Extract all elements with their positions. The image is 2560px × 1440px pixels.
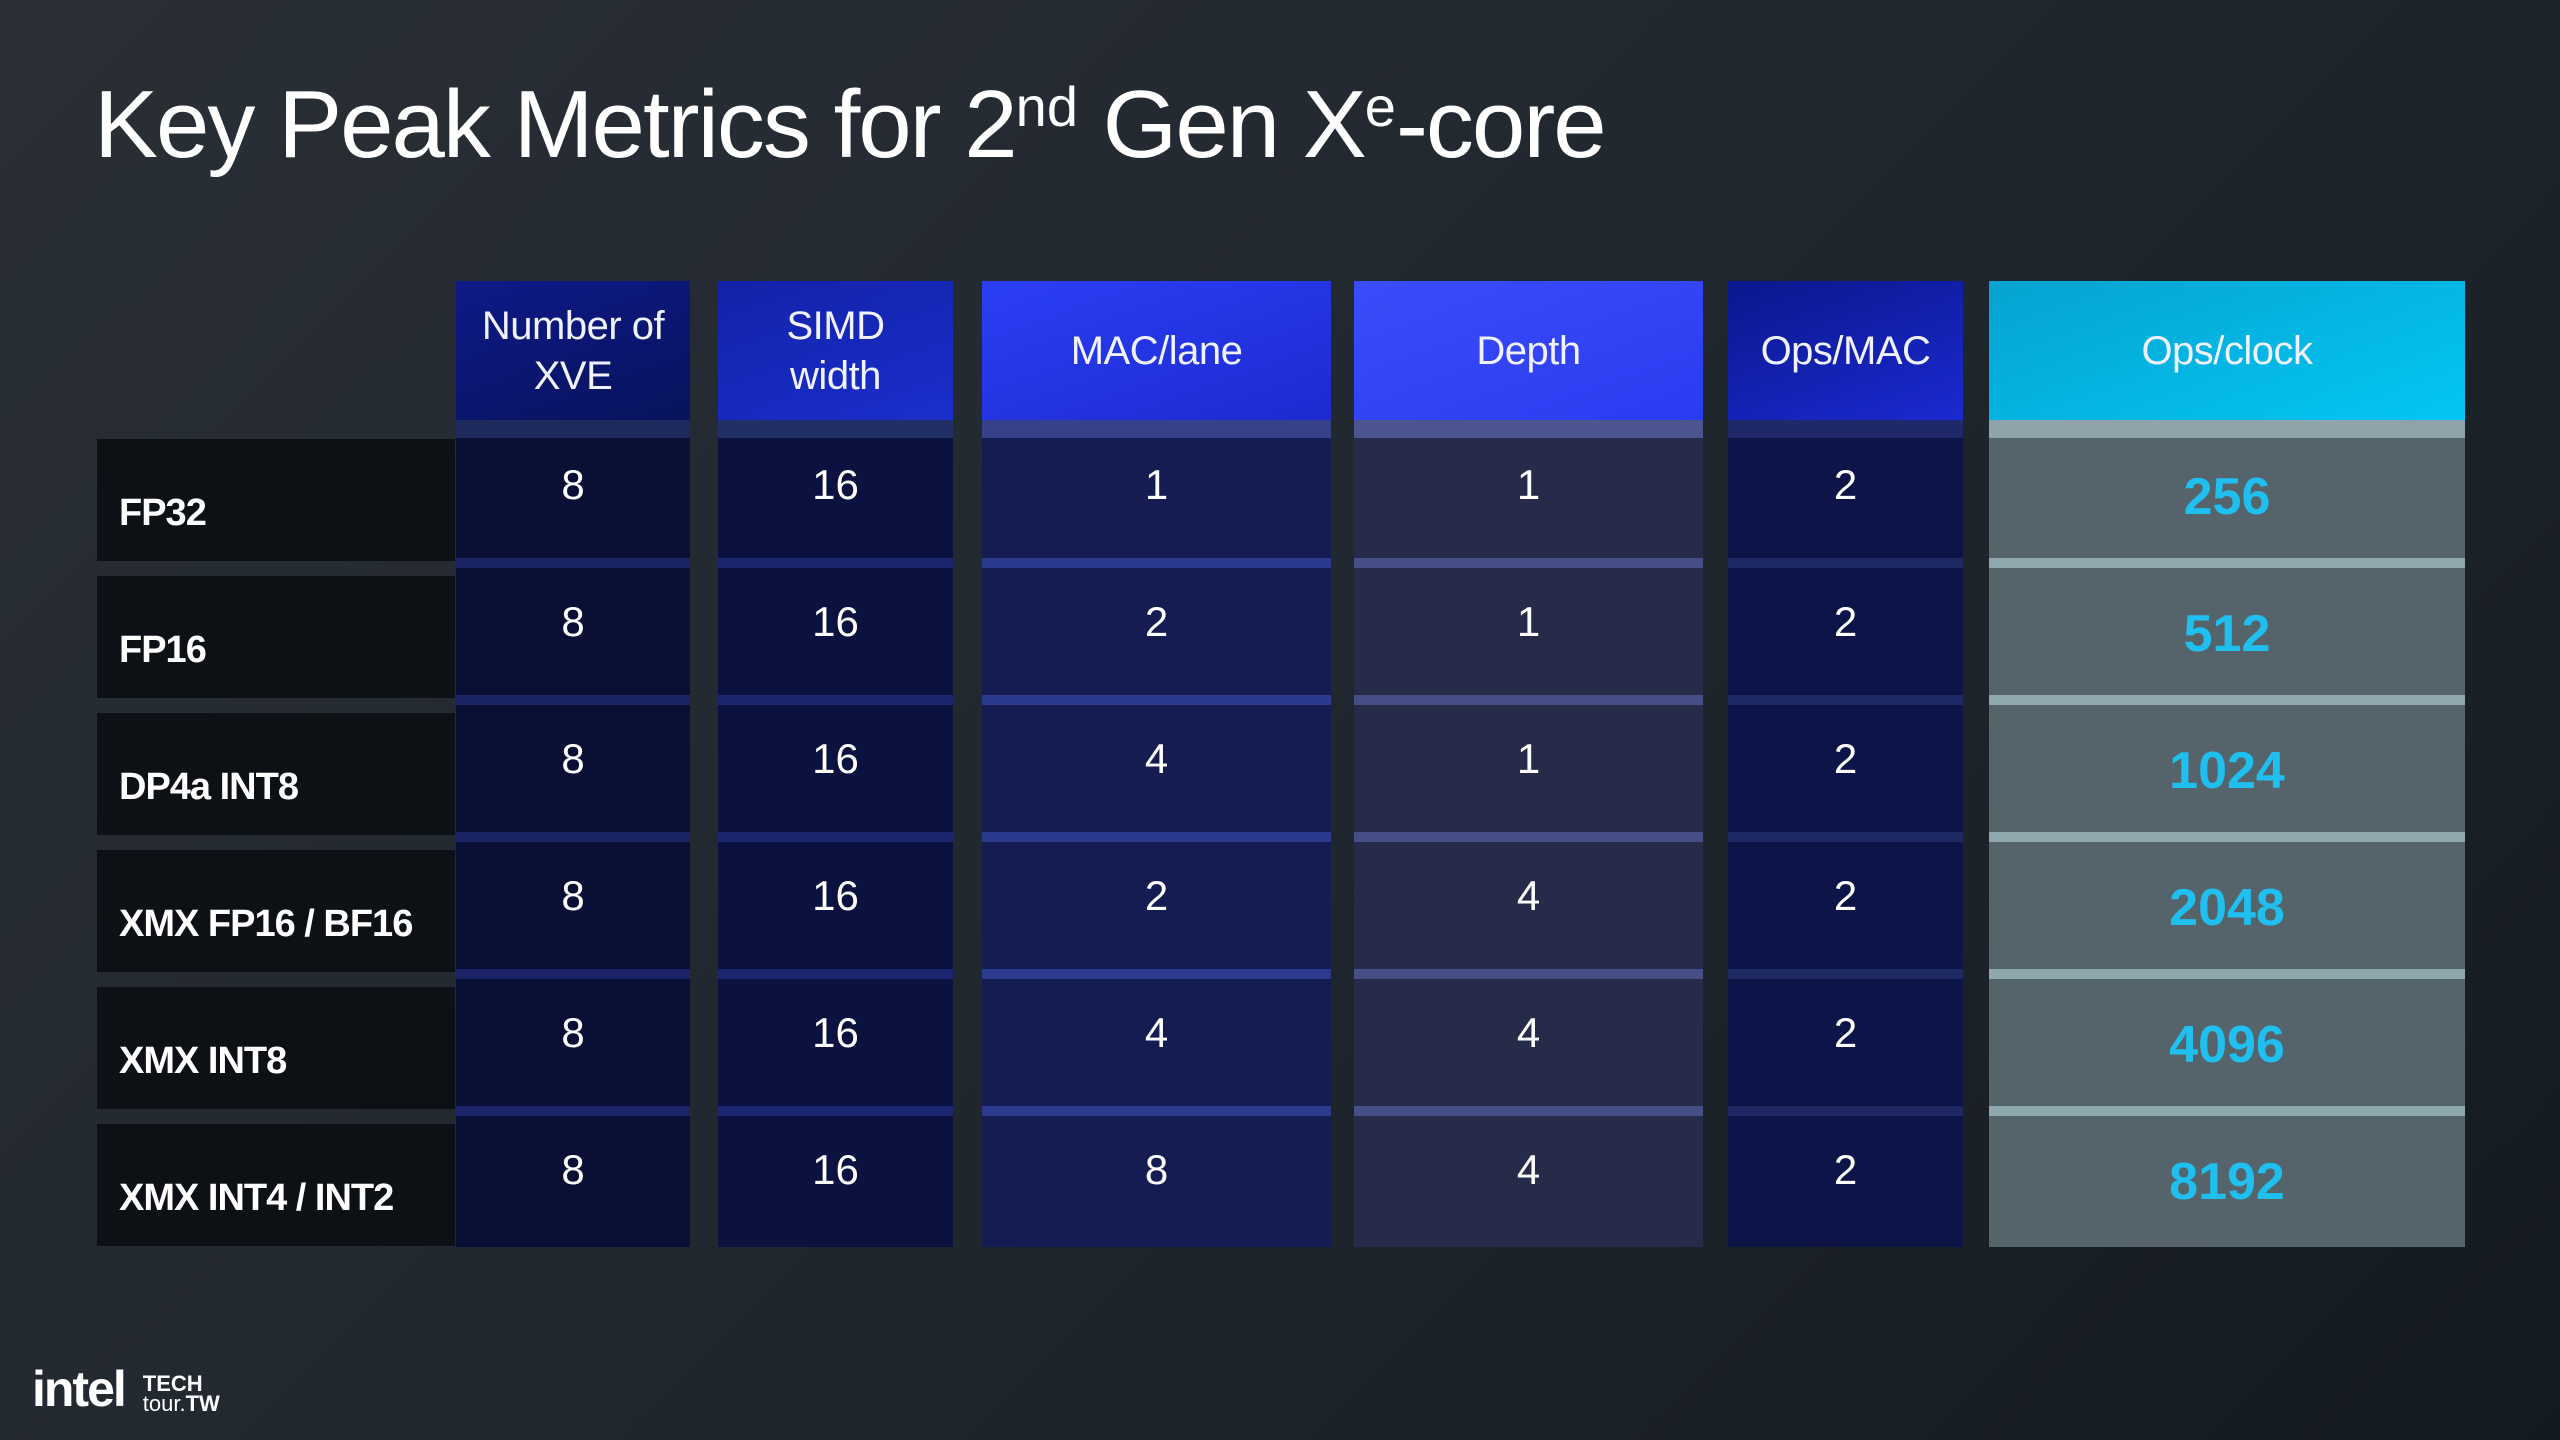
table-cell: 8	[1144, 1146, 1169, 1193]
table-cell: 2	[1833, 735, 1858, 782]
table-cell: 16	[812, 598, 859, 645]
slide-title: Key Peak Metrics for 2nd Gen Xe-core	[94, 71, 1607, 178]
column-simd-width: 16 16 16 16 16 16	[718, 420, 953, 1247]
table-cell: 1	[1516, 461, 1541, 508]
table-cell-highlight: 2048	[2169, 879, 2285, 937]
table-cell: 8	[561, 461, 585, 508]
table-cell: 1	[1144, 461, 1169, 508]
table-cell: 1	[1516, 598, 1541, 645]
table-cell: 16	[812, 1146, 859, 1193]
header-number-of-xve: Number of XVE	[456, 281, 690, 420]
header-mac-lane: MAC/lane	[982, 281, 1331, 420]
table-cell-highlight: 4096	[2169, 1016, 2285, 1074]
row-label-xmx-int8: XMX INT8	[97, 987, 455, 1109]
table-cell: 4	[1144, 735, 1169, 782]
table-cell-highlight: 512	[2183, 605, 2271, 663]
row-label-xmx-int4-int2: XMX INT4 / INT2	[97, 1124, 455, 1246]
column-ops-mac: 2 2 2 2 2 2	[1728, 420, 1963, 1247]
table-cell: 16	[812, 1009, 859, 1056]
column-number-of-xve: 8 8 8 8 8 8	[456, 420, 690, 1247]
tech-tour-logo: TECH tour.TW	[142, 1371, 220, 1416]
column-mac-lane: 1 2 4 2 4 8	[982, 420, 1331, 1247]
table-cell: 2	[1833, 872, 1858, 919]
row-label-fp32: FP32	[97, 439, 455, 561]
intel-logo: intel	[32, 1361, 127, 1417]
table-cell: 1	[1516, 735, 1541, 782]
table-cell: 4	[1516, 1009, 1541, 1056]
table-cell: 4	[1144, 1009, 1169, 1056]
table-cell: 2	[1833, 461, 1858, 508]
row-label-dp4a-int8: DP4a INT8	[97, 713, 455, 835]
table-cell: 4	[1516, 872, 1541, 919]
table-cell: 8	[561, 598, 585, 645]
table-cell: 8	[561, 1146, 585, 1193]
table-cell: 16	[812, 735, 859, 782]
column-depth: 1 1 1 4 4 4	[1354, 420, 1703, 1247]
table-cell: 2	[1833, 1009, 1858, 1056]
header-depth: Depth	[1354, 281, 1703, 420]
table-cell: 8	[561, 872, 585, 919]
column-ops-clock: 256 512 1024 2048 4096 8192	[1989, 420, 2465, 1247]
table-cell-highlight: 1024	[2169, 742, 2285, 800]
table-cell-highlight: 8192	[2169, 1153, 2285, 1211]
footer-logo: intel TECH tour.TW	[32, 1361, 220, 1417]
table-cell: 16	[812, 461, 859, 508]
table-cell: 8	[561, 735, 585, 782]
header-ops-clock: Ops/clock	[1989, 281, 2465, 420]
table-cell: 16	[812, 872, 859, 919]
table-cell: 2	[1833, 598, 1858, 645]
table-cell-highlight: 256	[2183, 468, 2271, 526]
row-label-fp16: FP16	[97, 576, 455, 698]
header-ops-mac: Ops/MAC	[1728, 281, 1963, 420]
table-cell: 2	[1144, 872, 1169, 919]
header-simd-width: SIMD width	[718, 281, 953, 420]
table-cell: 2	[1833, 1146, 1858, 1193]
table-cell: 8	[561, 1009, 585, 1056]
table-cell: 2	[1144, 598, 1169, 645]
row-label-xmx-fp16-bf16: XMX FP16 / BF16	[97, 850, 455, 972]
table-cell: 4	[1516, 1146, 1541, 1193]
